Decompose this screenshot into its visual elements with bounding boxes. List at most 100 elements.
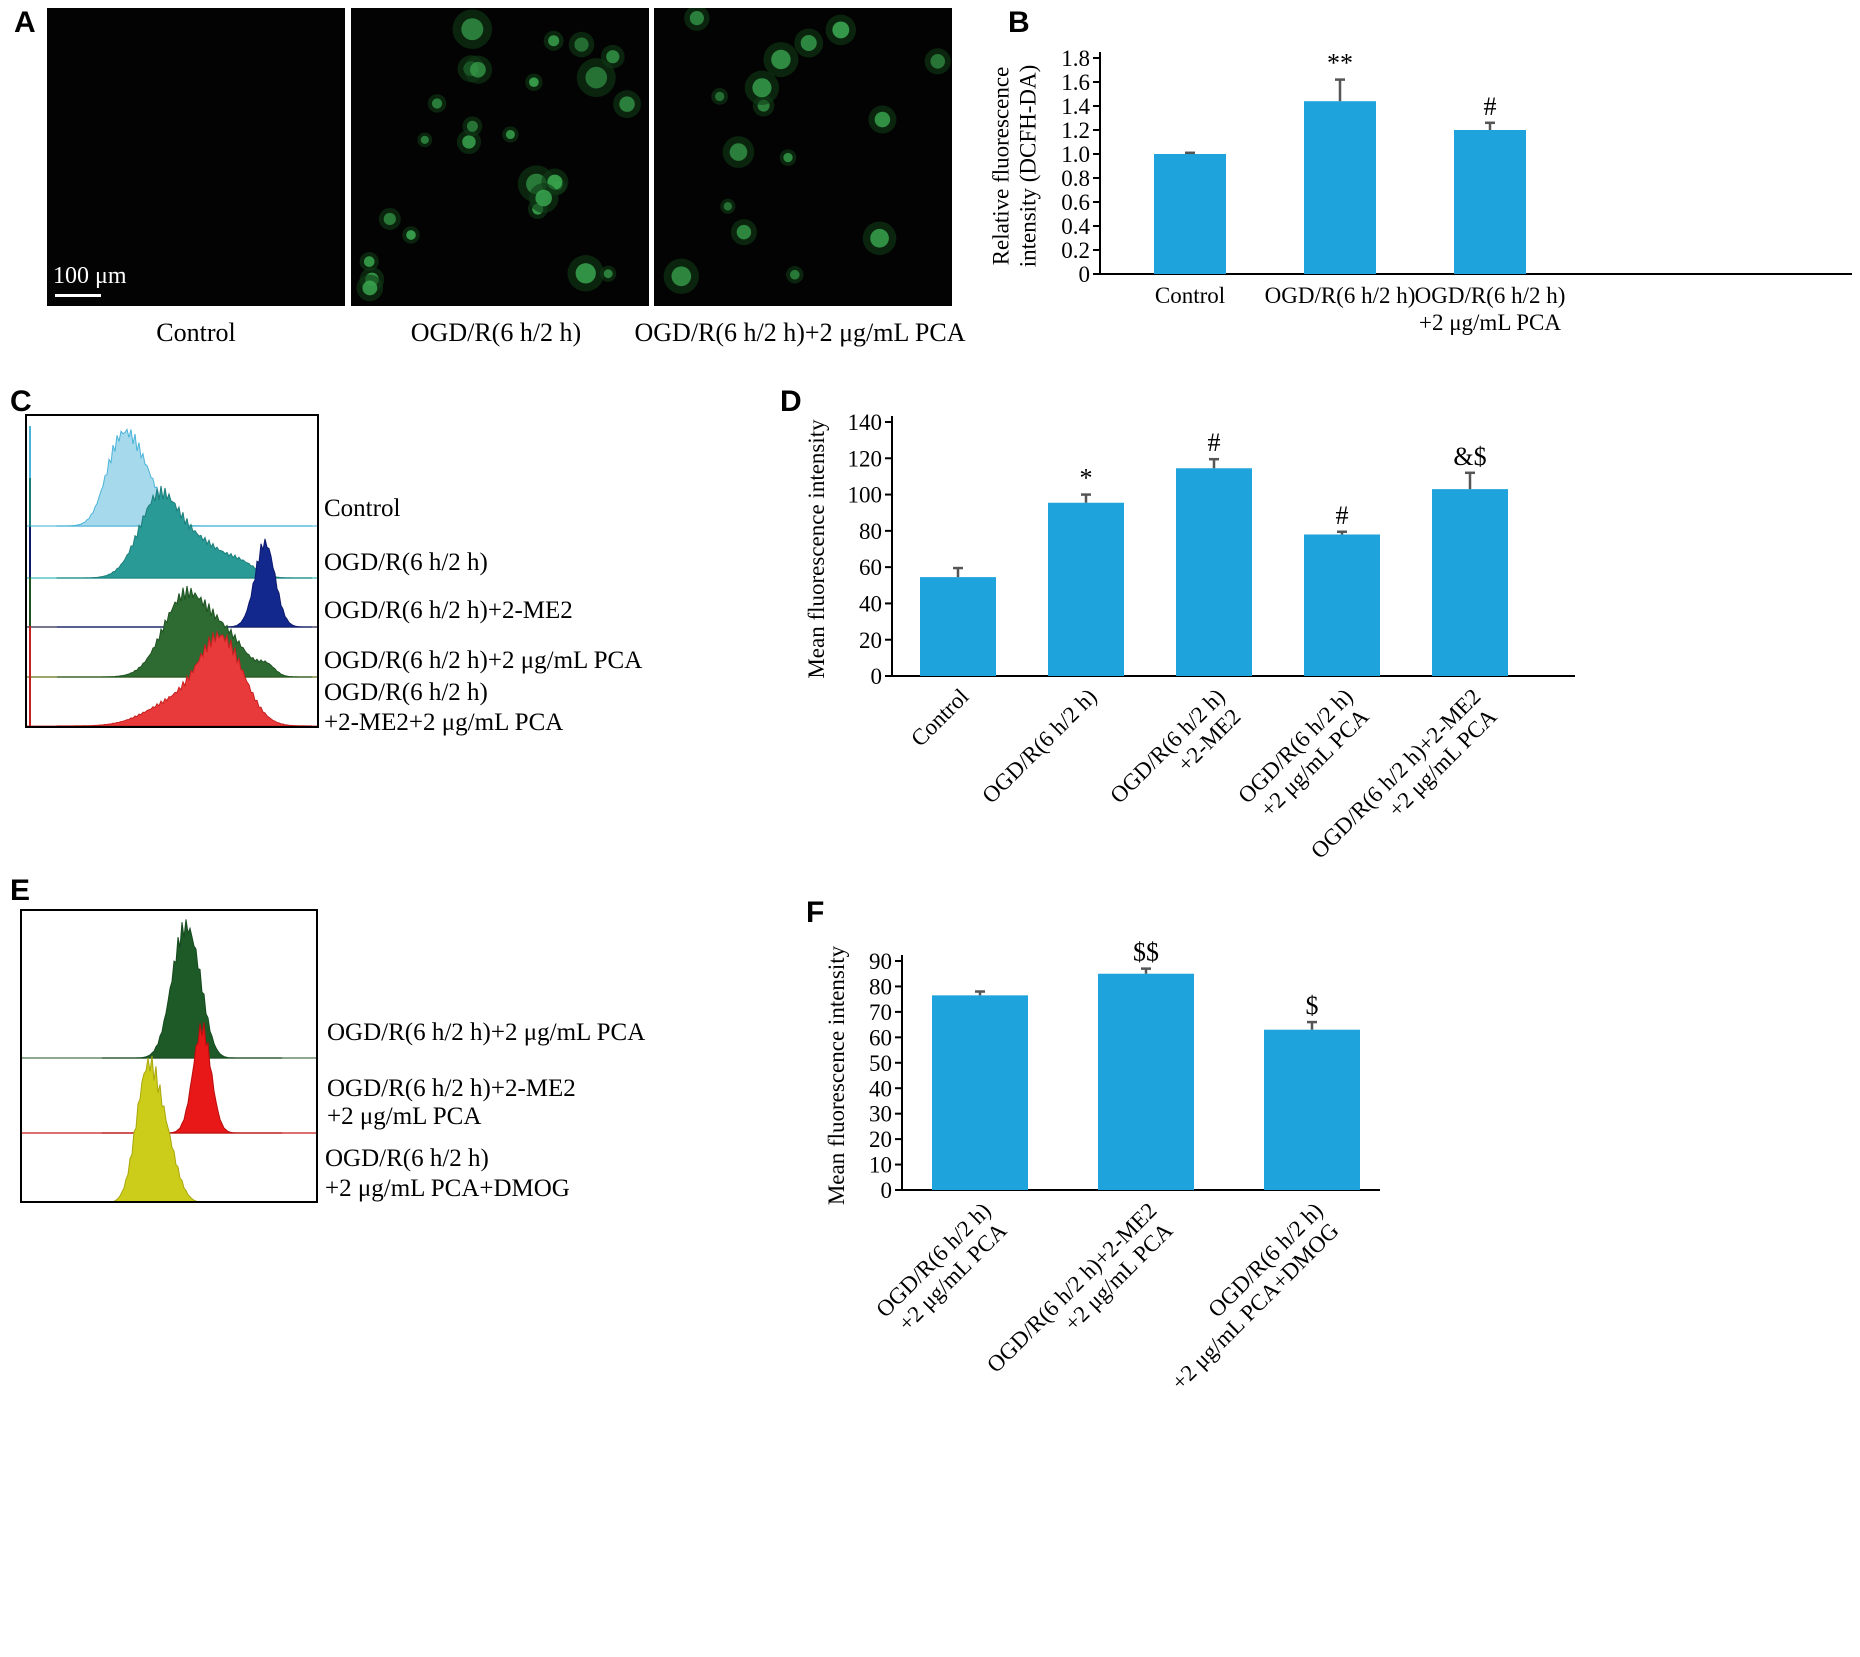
cell xyxy=(548,35,560,47)
bar-chart-b: 00.20.40.60.81.01.21.41.61.8 Relative flu… xyxy=(989,46,1852,335)
cell xyxy=(736,224,752,240)
cell xyxy=(800,34,817,52)
cell xyxy=(363,256,375,267)
significance-label: * xyxy=(1080,464,1093,493)
bar xyxy=(920,577,996,676)
bar xyxy=(1264,1029,1360,1190)
histogram-label: Control xyxy=(324,495,401,522)
x-tick-label: OGD/R(6 h/2 h) xyxy=(1265,283,1416,308)
cell xyxy=(462,135,476,149)
bar xyxy=(1454,130,1526,274)
y-tick-label: 20 xyxy=(859,628,882,653)
histogram-label: OGD/R(6 h/2 h) xyxy=(325,1145,489,1172)
y-tick-label: 40 xyxy=(869,1076,892,1101)
bar xyxy=(1432,489,1508,676)
significance-label: # xyxy=(1336,501,1349,530)
cell xyxy=(529,77,539,88)
cell xyxy=(715,91,725,102)
cell xyxy=(789,269,800,280)
x-tick-label: +2 μg/mL PCA xyxy=(1419,310,1561,335)
cell xyxy=(574,37,589,52)
histogram-peak xyxy=(102,1022,282,1134)
y-tick-label: 1.0 xyxy=(1061,142,1090,167)
cell xyxy=(729,143,748,161)
cell xyxy=(505,129,515,140)
histogram-label: OGD/R(6 h/2 h) xyxy=(324,549,488,576)
y-tick-label: 0.6 xyxy=(1061,190,1090,215)
bar xyxy=(1048,502,1124,676)
cell xyxy=(723,202,733,211)
histogram-peak xyxy=(56,630,313,726)
cell xyxy=(585,66,608,89)
cell xyxy=(930,54,945,69)
y-tick-label: 0 xyxy=(881,1178,893,1203)
histogram-overlay xyxy=(22,919,316,1201)
histogram-peak xyxy=(57,585,313,678)
y-tick-label: 1.4 xyxy=(1061,94,1090,119)
panel-c-letter: C xyxy=(10,385,32,418)
cell xyxy=(420,135,429,144)
histogram-label: OGD/R(6 h/2 h) xyxy=(324,679,488,706)
bar xyxy=(1304,534,1380,676)
cell xyxy=(771,49,791,70)
histogram-label: OGD/R(6 h/2 h)+2-ME2 xyxy=(324,597,573,624)
x-tick-label: OGD/R(6 h/2 h) xyxy=(977,684,1101,808)
cell xyxy=(752,78,772,98)
significance-label: $$ xyxy=(1133,938,1159,967)
cell xyxy=(689,11,704,26)
y-tick-label: 1.6 xyxy=(1061,70,1090,95)
cell xyxy=(603,269,613,279)
panel-a-letter: A xyxy=(14,6,36,39)
y-tick-label: 140 xyxy=(848,410,883,435)
micrograph-label: Control xyxy=(156,318,236,347)
histogram-label: +2 μg/mL PCA+DMOG xyxy=(325,1175,570,1202)
y-axis-label: Mean fluorescence intensity xyxy=(824,945,849,1205)
y-tick-label: 0 xyxy=(1079,262,1091,287)
y-tick-label: 10 xyxy=(869,1153,892,1178)
significance-label: &$ xyxy=(1453,442,1486,471)
histogram-label: OGD/R(6 h/2 h)+2 μg/mL PCA xyxy=(327,1019,646,1046)
histogram-label: +2 μg/mL PCA xyxy=(327,1103,482,1130)
bar-chart-d: 0 20 40 60 80 100 120 140 Mean fluorescence inte… xyxy=(804,410,1575,863)
y-axis-label: intensity (DCFH-DA) xyxy=(1016,65,1041,268)
bar xyxy=(1176,468,1252,676)
histogram-peak xyxy=(57,485,312,579)
cell xyxy=(619,96,635,112)
cell xyxy=(406,230,416,240)
panel-e-letter: E xyxy=(10,874,31,907)
y-tick-label: 30 xyxy=(869,1102,892,1127)
y-tick-label: 20 xyxy=(869,1127,892,1152)
x-tick-label: +2 μg/mL PCA+DMOG xyxy=(1167,1218,1344,1395)
cell xyxy=(832,21,850,39)
bar xyxy=(1098,973,1194,1190)
y-tick-label: 120 xyxy=(848,446,883,471)
y-tick-label: 100 xyxy=(848,483,883,508)
x-tick-label: Control xyxy=(906,684,973,751)
micrograph-label: OGD/R(6 h/2 h) xyxy=(410,318,582,347)
cell xyxy=(575,263,596,284)
histogram-peak xyxy=(113,1055,198,1201)
cell xyxy=(783,152,793,163)
histogram-peak xyxy=(56,428,312,527)
y-tick-label: 40 xyxy=(859,591,882,616)
y-tick-label: 0.2 xyxy=(1061,238,1090,263)
y-tick-label: 80 xyxy=(869,974,892,999)
y-tick-label: 1.2 xyxy=(1061,118,1090,143)
fluorescent-cells xyxy=(663,5,951,294)
significance-label: ** xyxy=(1327,49,1353,78)
cell xyxy=(362,280,378,296)
cell xyxy=(671,266,692,287)
y-tick-label: 1.8 xyxy=(1061,46,1090,71)
y-tick-label: 70 xyxy=(869,1000,892,1025)
y-tick-label: 90 xyxy=(869,949,892,974)
y-tick-label: 50 xyxy=(869,1051,892,1076)
x-tick-label: Control xyxy=(1155,283,1225,308)
bar xyxy=(932,995,1028,1190)
histogram-label: +2-ME2+2 μg/mL PCA xyxy=(324,709,564,736)
panel-d-letter: D xyxy=(780,385,802,418)
cell xyxy=(466,120,478,132)
y-tick-label: 0.8 xyxy=(1061,166,1090,191)
panel-b-letter: B xyxy=(1008,6,1030,39)
cell xyxy=(606,50,620,64)
